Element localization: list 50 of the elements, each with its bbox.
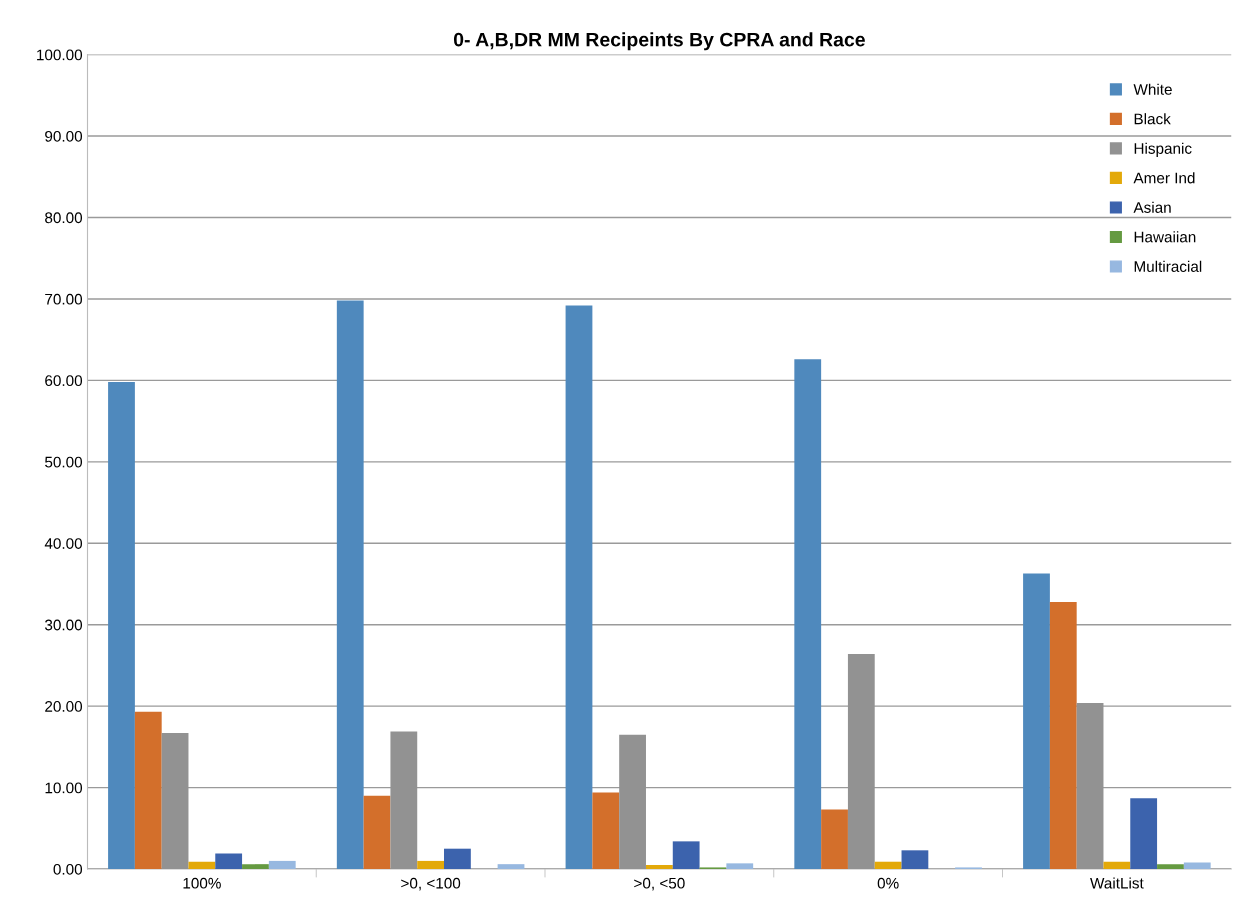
legend-label: White <box>1133 83 1172 95</box>
bar <box>1183 862 1211 870</box>
bar <box>672 841 700 870</box>
y-tick-label: 0.00 <box>53 863 83 875</box>
bar <box>726 863 754 870</box>
chart-title: 0- A,B,DR MM Recipeints By CPRA and Race <box>453 32 865 51</box>
legend-label: Multiracial <box>1134 260 1202 272</box>
bar <box>268 860 296 870</box>
bar <box>417 860 445 870</box>
bar <box>188 861 216 870</box>
x-tick-label: 0% <box>877 877 899 889</box>
bar <box>108 382 135 870</box>
y-tick-label: 60.00 <box>45 375 83 387</box>
bar <box>901 850 929 870</box>
y-tick-label: 30.00 <box>44 619 83 631</box>
y-tick-label: 20.00 <box>45 701 83 712</box>
y-tick-label: 40.00 <box>44 538 83 549</box>
y-tick-label: 90.00 <box>45 130 83 142</box>
y-tick-label: 80.00 <box>45 212 83 224</box>
x-tick-label: WaitList <box>1090 877 1144 889</box>
bar <box>336 300 364 870</box>
legend-label: Amer Ind <box>1133 172 1195 184</box>
bar <box>242 864 269 870</box>
bar <box>1130 798 1158 870</box>
bar <box>134 711 162 870</box>
bar <box>1049 601 1077 870</box>
y-tick-label: 10.00 <box>45 782 83 794</box>
x-tick-label: >0, <50 <box>634 877 685 891</box>
bar <box>592 792 620 870</box>
y-tick-label: 70.00 <box>45 293 83 305</box>
bar <box>1157 864 1184 870</box>
x-tick-label: 100% <box>183 877 221 889</box>
bar <box>1103 861 1131 870</box>
bar <box>565 305 593 870</box>
bar <box>821 809 848 870</box>
y-tick-label: 50.00 <box>45 456 83 468</box>
bar <box>645 864 673 870</box>
legend-label: Asian <box>1133 201 1171 213</box>
y-tick-label: 100.00 <box>37 49 83 61</box>
legend-label: Hispanic <box>1134 142 1192 157</box>
bar <box>363 795 391 870</box>
bar <box>497 864 525 870</box>
legend-label: Black <box>1134 113 1171 125</box>
x-tick-label: >0, <100 <box>401 877 461 891</box>
legend-label: Hawaiian <box>1134 231 1196 243</box>
bar <box>874 861 902 870</box>
bar <box>1023 573 1050 870</box>
bar <box>444 848 471 870</box>
bar <box>794 359 822 870</box>
bar <box>215 853 243 870</box>
